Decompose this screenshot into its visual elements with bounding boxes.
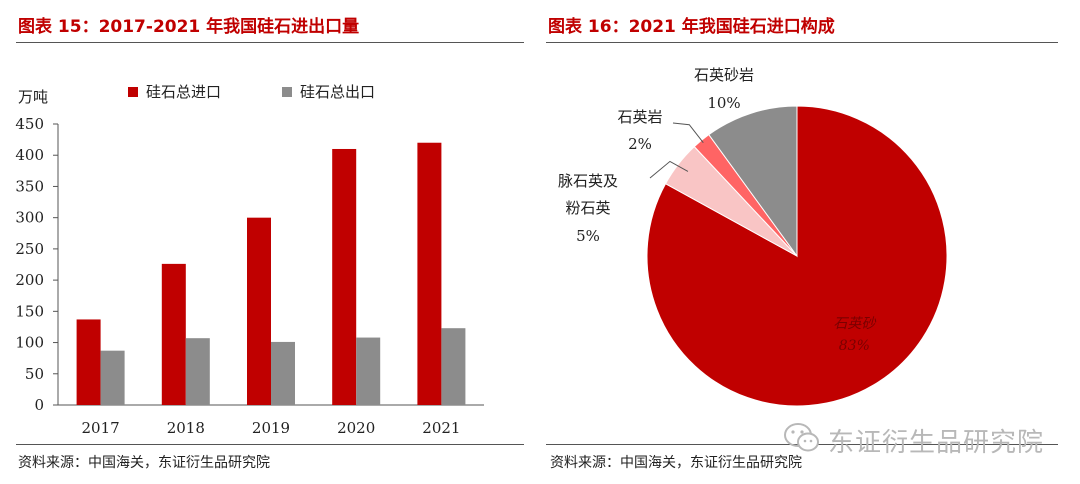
source-note: 资料来源：中国海关，东证衍生品研究院 [18,455,270,471]
import-bar [76,319,101,405]
export-bar [441,328,466,405]
x-tick-label: 2020 [337,419,375,437]
title-divider [546,42,1058,43]
import-bar [247,217,271,405]
wechat-icon [784,423,819,452]
y-tick-label: 200 [15,271,44,289]
x-tick-label: 2019 [252,419,290,437]
figure-title: 图表 16：2021 年我国硅石进口构成 [548,17,835,37]
export-bar [100,350,125,405]
leader-line [672,122,704,144]
y-tick-label: 300 [15,209,44,227]
export-bar [185,338,210,405]
slice-name-label: 粉石英 [565,199,610,217]
bar-chart: 万吨 硅石总进口 硅石总出口 0 50 100 150 200 250 300 350 400 450 2… [15,83,484,437]
y-tick-label: 400 [15,146,44,164]
x-tick-label: 2018 [167,419,205,437]
y-tick-label: 350 [15,177,44,195]
export-bar [271,341,295,405]
slice-value-label: 83% [839,338,870,354]
figure-title: 图表 15：2017-2021 年我国硅石进出口量 [18,17,360,37]
slice-name-label: 石英砂岩 [694,66,754,84]
x-tick-label: 2021 [422,419,460,437]
watermark-text: 东证衍生品研究院 [828,428,1045,458]
y-tick-label: 50 [25,365,44,383]
bar-chart-panel: 图表 15：2017-2021 年我国硅石进出口量 万吨 硅石总进口 硅石总出口 0 5… [0,0,528,484]
legend-label: 硅石总进口 [146,83,221,101]
source-note: 资料来源：中国海关，东证衍生品研究院 [550,455,802,471]
legend-label: 硅石总出口 [300,83,375,101]
leader-line [649,160,689,179]
pie-slice [708,105,798,258]
import-bar [417,142,442,405]
title-divider [16,42,524,43]
x-tick-label: 2017 [82,419,120,437]
source-divider [16,444,524,445]
legend-swatch [282,87,292,97]
legend-swatch [128,87,138,97]
import-bar [332,148,357,405]
y-tick-label: 450 [15,115,44,133]
slice-value-label: 5% [576,227,600,245]
import-bar [161,263,186,405]
slice-name-label: 石英岩 [617,108,662,126]
slice-name-label: 石英砂 [833,316,876,332]
pie-chart-panel: 图表 16：2021 年我国硅石进口构成 石英砂 83% 脉石英及粉石英 5% 石英岩 2… [540,0,1080,484]
slice-value-label: 2% [628,135,652,153]
slice-value-label: 10% [707,94,740,112]
y-tick-label: 0 [34,396,44,414]
y-tick-label: 250 [15,240,44,258]
export-bar [356,337,381,405]
y-tick-label: 150 [15,302,44,320]
watermark: 东证衍生品研究院 [782,418,1062,458]
y-axis-unit: 万吨 [18,88,48,106]
slice-name-label: 脉石英及 [558,172,618,190]
y-tick-label: 100 [15,334,44,352]
